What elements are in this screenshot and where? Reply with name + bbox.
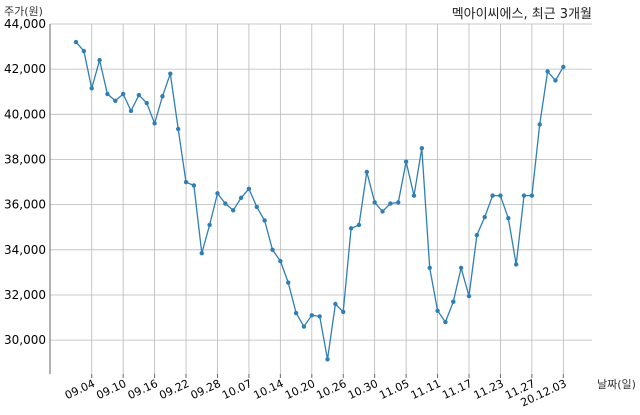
data-point: [105, 91, 110, 97]
data-point: [183, 179, 189, 185]
data-point: [348, 226, 354, 231]
data-point: [435, 308, 440, 313]
x-tick-label: 10.07: [220, 377, 254, 402]
data-point: [427, 265, 432, 271]
y-tick-label: 34,000: [4, 243, 46, 257]
data-point: [419, 145, 425, 151]
series-layer: [73, 39, 566, 362]
data-point: [238, 195, 244, 201]
data-point: [301, 324, 307, 329]
x-tick-label: 11.11: [409, 377, 443, 402]
data-point: [262, 218, 267, 223]
data-point: [396, 200, 401, 205]
x-tick-label: 11.17: [440, 377, 474, 402]
data-point: [120, 91, 126, 97]
data-point: [223, 201, 228, 206]
x-tick-label: 09.04: [63, 377, 97, 402]
data-point: [144, 100, 149, 106]
data-point: [81, 48, 87, 54]
data-point: [521, 193, 527, 198]
x-tick-label: 11.05: [377, 377, 411, 402]
data-point: [113, 98, 118, 103]
data-point: [458, 265, 464, 271]
data-point: [309, 313, 314, 318]
data-point: [364, 169, 370, 175]
x-tick-label: 09.22: [157, 377, 191, 402]
data-point: [317, 314, 322, 319]
data-point: [231, 208, 236, 213]
y-tick-label: 44,000: [4, 17, 46, 31]
data-point: [191, 183, 197, 188]
data-point: [341, 309, 346, 315]
y-tick-label: 36,000: [4, 198, 46, 212]
y-tick-label: 30,000: [4, 333, 46, 347]
data-point: [443, 319, 448, 325]
data-point: [411, 193, 417, 198]
data-point: [136, 92, 142, 98]
data-point: [451, 299, 456, 304]
data-point: [553, 78, 558, 83]
data-point: [215, 191, 220, 196]
data-point: [293, 310, 299, 316]
data-point: [482, 214, 487, 220]
x-tick-label: 09.16: [126, 377, 160, 402]
x-tick-label: 10.14: [252, 377, 286, 402]
data-point: [128, 108, 134, 114]
x-tick-label: 09.10: [94, 377, 128, 402]
data-point: [474, 232, 480, 238]
data-point: [529, 193, 535, 198]
price-series-line: [75, 41, 564, 360]
data-point: [356, 222, 362, 228]
data-point: [513, 262, 519, 267]
data-point: [97, 57, 102, 63]
data-point: [537, 122, 542, 127]
data-point: [333, 301, 338, 307]
data-point: [325, 357, 330, 362]
data-point: [388, 201, 393, 206]
grid-layer: [50, 23, 592, 374]
data-point: [152, 121, 157, 126]
data-point: [506, 215, 511, 221]
chart-title: 멕아이씨에스, 최근 3개월: [452, 7, 592, 22]
label-layer: 멕아이씨에스, 최근 3개월 주가(원) 날짜(일): [4, 5, 636, 391]
x-tick-label: 10.26: [314, 377, 348, 402]
x-tick-label: 10.30: [346, 377, 380, 402]
data-point: [498, 193, 503, 198]
data-point: [270, 247, 275, 253]
data-point: [73, 39, 79, 45]
x-tick-label: 11.23: [472, 377, 506, 402]
data-point: [561, 64, 566, 70]
data-point: [89, 86, 94, 91]
data-point: [466, 293, 472, 299]
x-tick-label: 10.20: [283, 377, 317, 402]
data-point: [490, 193, 495, 198]
data-point: [403, 159, 409, 164]
y-tick-label: 40,000: [4, 107, 46, 121]
data-point: [175, 126, 181, 132]
data-point: [160, 94, 165, 99]
data-point: [372, 200, 377, 205]
y-axis-label: 주가(원): [4, 5, 43, 18]
data-point: [545, 69, 550, 74]
data-point: [199, 250, 204, 256]
y-tick-label: 42,000: [4, 62, 46, 76]
x-tick-label: 09.28: [189, 377, 223, 402]
data-point: [286, 280, 291, 285]
data-point: [207, 222, 212, 228]
data-point: [246, 186, 252, 192]
y-tick-label: 38,000: [4, 152, 46, 166]
y-tick-label: 32,000: [4, 288, 46, 302]
data-point: [380, 209, 385, 214]
data-point: [168, 71, 173, 76]
data-point: [254, 204, 259, 210]
data-point: [278, 258, 283, 264]
x-axis-label: 날짜(일): [597, 377, 636, 391]
